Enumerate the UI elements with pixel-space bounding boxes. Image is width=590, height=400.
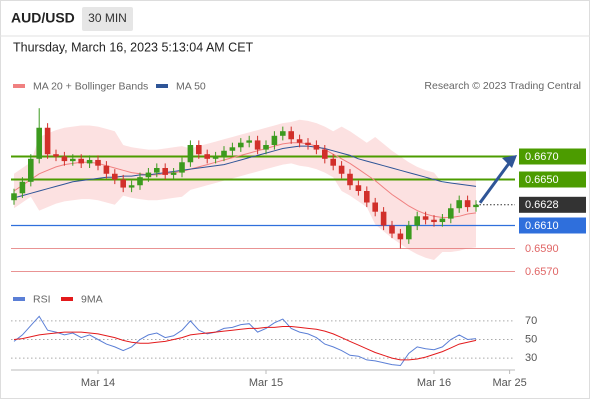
candle-body (347, 173, 353, 186)
candle-body (439, 218, 446, 223)
x-tick-label: Mar 15 (249, 377, 283, 389)
level-label: 0.6628 (525, 199, 559, 211)
candle-body (53, 154, 59, 157)
candle-body (338, 165, 345, 174)
candle-body (254, 140, 261, 150)
candle-body (322, 149, 328, 159)
candle-body (263, 145, 269, 150)
candle-body (137, 177, 143, 186)
legend-label: 9MA (81, 293, 103, 305)
candle-body (330, 158, 336, 166)
candle-body (238, 142, 244, 148)
candle-body (78, 158, 84, 164)
candle-body (464, 200, 471, 208)
candle-body (246, 140, 252, 143)
candle-body (36, 127, 42, 159)
candle-body (154, 168, 160, 173)
candle-body (422, 216, 429, 220)
candle-body (95, 159, 101, 166)
candle-body (448, 208, 454, 219)
candle-body (380, 211, 387, 226)
legend-swatch (156, 84, 168, 88)
x-tick-label: Mar 14 (81, 377, 115, 389)
candle-body (456, 200, 462, 209)
level-label: 0.6570 (525, 266, 559, 278)
candle-body (28, 158, 34, 182)
candle-body (145, 172, 152, 178)
bollinger-band (14, 119, 476, 260)
candle-body (179, 162, 185, 173)
legend-label: RSI (33, 293, 51, 305)
timestamp: Thursday, March 16, 2023 5:13:04 AM CET (13, 40, 254, 54)
candle-body (288, 131, 294, 140)
candle-body (162, 168, 168, 175)
level-label: 0.6610 (525, 220, 559, 232)
attribution: Research © 2023 Trading Central (424, 80, 581, 92)
rsi-line (13, 315, 477, 367)
candle-body (128, 185, 135, 188)
x-tick-label: Mar 16 (417, 377, 451, 389)
candle-body (170, 172, 177, 175)
candle-body (212, 156, 219, 159)
y-tick-label: 70 (525, 315, 537, 327)
candle-body (313, 145, 320, 150)
legend-label: MA 20 + Bollinger Bands (33, 80, 148, 92)
rsi-line (13, 326, 477, 361)
candle-body (19, 181, 26, 194)
candle-body (112, 173, 118, 180)
candle-body (414, 216, 420, 226)
candle-body (271, 135, 278, 145)
level-label: 0.6670 (525, 151, 559, 163)
candle-body (61, 156, 68, 162)
candle-body (280, 131, 286, 136)
candle-body (11, 193, 17, 201)
candle-body (44, 127, 51, 155)
candle-body (229, 147, 236, 151)
candle-body (364, 191, 370, 203)
candle-body (406, 225, 412, 240)
symbol: AUD/USD (11, 10, 75, 26)
legend-swatch (61, 297, 73, 301)
interval[interactable]: 30 MIN (88, 11, 127, 25)
candle-body (355, 185, 362, 191)
x-tick-label: Mar 25 (492, 377, 526, 389)
candle-body (397, 233, 404, 240)
candle-body (103, 165, 110, 174)
ma-line (13, 145, 477, 199)
interval-button[interactable] (82, 7, 133, 31)
y-tick-label: 30 (525, 352, 537, 364)
level-label-box (519, 217, 586, 234)
forecast-arrowhead (502, 155, 517, 168)
level-label-box (519, 196, 586, 213)
candle-body (305, 142, 311, 145)
candle-body (70, 158, 76, 162)
candle-body (389, 225, 395, 234)
forecast-arrow (478, 161, 512, 204)
level-label: 0.6650 (525, 174, 559, 186)
level-label-box (519, 171, 586, 188)
candle-body (221, 150, 227, 157)
candle-body (431, 219, 437, 223)
legend-swatch (13, 84, 25, 88)
candle-body (120, 179, 126, 188)
candle-body (372, 202, 378, 212)
y-tick-label: 50 (525, 333, 537, 345)
candle-body (296, 139, 303, 143)
candle-body (473, 204, 479, 208)
candle-body (196, 145, 202, 155)
candle-body (86, 159, 93, 164)
candle-body (204, 154, 210, 159)
level-label-box (519, 148, 586, 165)
level-label: 0.6590 (525, 243, 559, 255)
candle-body (187, 145, 194, 163)
legend-swatch (13, 297, 25, 301)
legend-label: MA 50 (176, 80, 206, 92)
